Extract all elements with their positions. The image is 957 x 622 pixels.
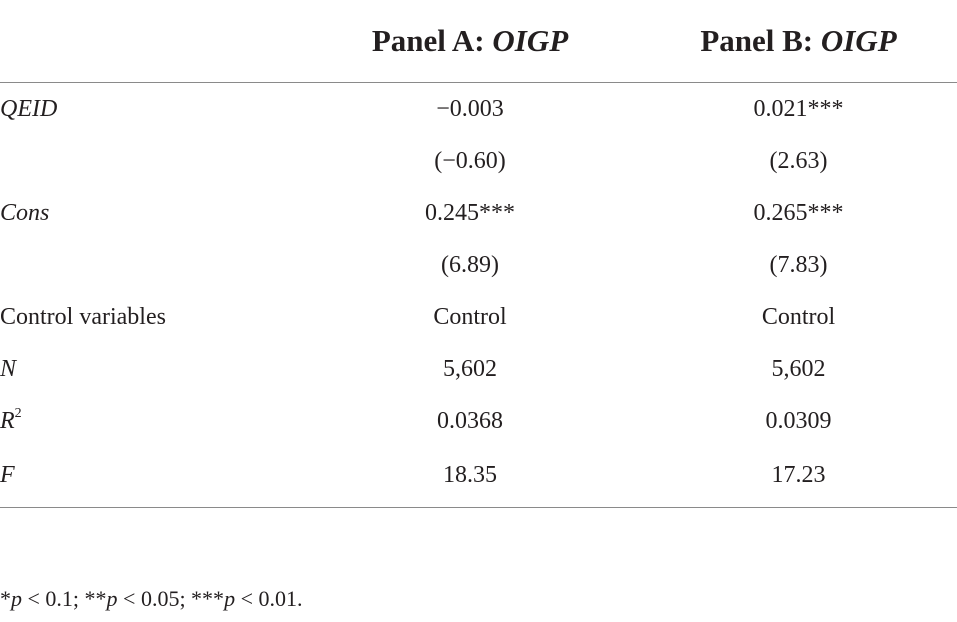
header-empty-cell (0, 0, 300, 83)
row-label: Cons (0, 199, 50, 226)
cell-panel-a: 0.0368 (437, 407, 503, 434)
cell-panel-b: Control (761, 303, 836, 330)
header-panel-a: Panel A: OIGP (300, 0, 640, 83)
row-label: R2 (0, 395, 300, 447)
cell-panel-a: (−0.60) (434, 147, 506, 174)
table-row: (−0.60) (2.63) (0, 135, 957, 187)
cell-panel-b: 0.0309 (765, 407, 832, 434)
table-row: R2 0.0368 0.0309 (0, 395, 957, 447)
cell-panel-a: −0.003 (436, 95, 504, 122)
cell-panel-a: (6.89) (441, 251, 499, 278)
regression-table: Panel A: OIGP Panel B: OIGP QEID −0.003 … (0, 0, 957, 508)
cell-panel-b: (2.63) (769, 147, 828, 174)
header-panel-b: Panel B: OIGP (640, 0, 957, 83)
cell-panel-b: 0.265*** (753, 199, 844, 226)
superscript: 2 (14, 405, 22, 421)
cell-panel-a: 18.35 (300, 447, 640, 508)
table-row: Control variables Control Control (0, 291, 957, 343)
cell-panel-b: 0.021*** (753, 95, 844, 122)
header-row: Panel A: OIGP Panel B: OIGP (0, 0, 957, 83)
table-row: N 5,602 5,602 (0, 343, 957, 395)
regression-table-container: Panel A: OIGP Panel B: OIGP QEID −0.003 … (0, 0, 957, 508)
cell-panel-a: Control (433, 303, 507, 330)
row-label: Control variables (0, 303, 166, 330)
table-row: (6.89) (7.83) (0, 239, 957, 291)
cell-panel-a: 5,602 (443, 355, 497, 382)
row-label: N (0, 355, 17, 382)
row-label (0, 135, 300, 187)
table-row: QEID −0.003 0.021*** (0, 83, 957, 136)
row-label: QEID (0, 95, 58, 122)
table-row: F 18.35 17.23 (0, 447, 957, 508)
table-row: Cons 0.245*** 0.265*** (0, 187, 957, 239)
cell-panel-b: 17.23 (640, 447, 957, 508)
r-squared-label: R (0, 407, 15, 434)
cell-panel-a: 0.245*** (425, 199, 515, 226)
cell-panel-b: (7.83) (769, 251, 828, 278)
row-label: F (0, 447, 300, 508)
table-footnote: *p < 0.1; **p < 0.05; ***p < 0.01. (0, 586, 303, 611)
row-label (0, 239, 300, 291)
cell-panel-b: 5,602 (771, 355, 826, 382)
